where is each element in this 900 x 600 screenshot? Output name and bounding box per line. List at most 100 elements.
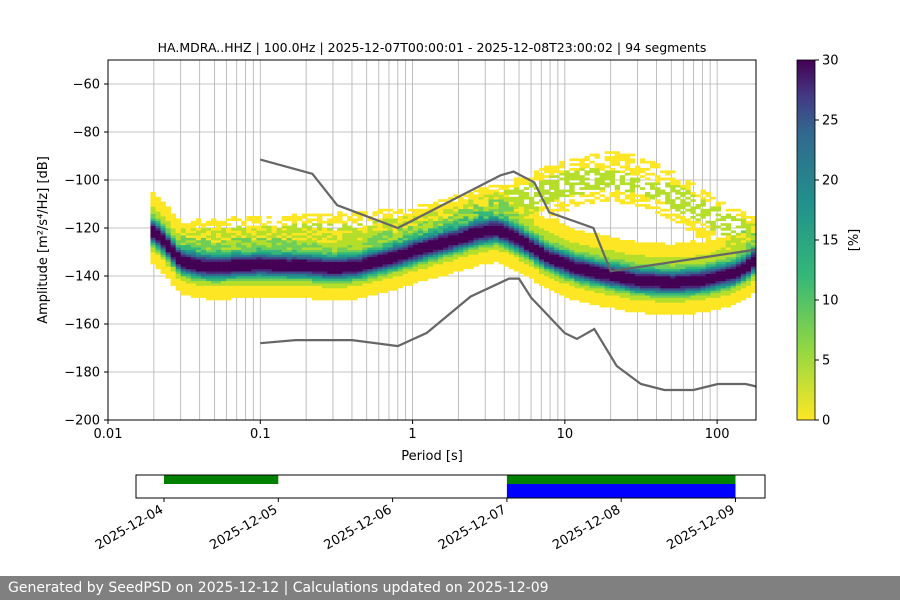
heatmap-cell [660, 285, 666, 289]
heatmap-cell [180, 280, 187, 284]
heatmap-cell [690, 309, 696, 313]
heatmap-cell [397, 285, 404, 289]
heatmap-cell [614, 163, 621, 166]
heatmap-cell [655, 280, 661, 284]
heatmap-cell [695, 220, 701, 224]
heatmap-cell [735, 297, 742, 301]
heatmap-cell [221, 280, 227, 284]
heatmap-cell [695, 304, 701, 308]
heatmap-cell [226, 232, 232, 236]
heatmap-cell [276, 252, 282, 255]
heatmap-cell [433, 247, 439, 250]
heatmap-cell [650, 297, 656, 301]
heatmap-cell [316, 276, 323, 279]
heatmap-cell [433, 232, 439, 236]
heatmap-cell [165, 273, 171, 277]
heatmap-cell [175, 252, 182, 255]
heatmap-cell [665, 288, 671, 291]
heatmap-cell [730, 266, 737, 270]
heatmap-cell [306, 285, 313, 289]
heatmap-cell [675, 302, 681, 306]
heatmap-cell [680, 247, 686, 250]
heatmap-cell [604, 249, 610, 253]
heatmap-cell [745, 276, 752, 279]
heatmap-cell [680, 256, 686, 260]
heatmap-cell [690, 208, 696, 212]
heatmap-cell [211, 264, 217, 267]
heatmap-cell [604, 165, 610, 169]
heatmap-cell [347, 249, 353, 253]
heatmap-cell [518, 237, 525, 241]
heatmap-cell [655, 295, 661, 298]
heatmap-cell [685, 295, 691, 298]
heatmap-cell [700, 199, 706, 202]
heatmap-cell [301, 288, 308, 291]
heatmap-cell [539, 283, 545, 286]
heatmap-cell [685, 280, 691, 284]
heatmap-cell [427, 220, 434, 224]
heatmap-cell [549, 213, 555, 217]
heatmap-cell [745, 285, 752, 289]
heatmap-cell [231, 256, 237, 260]
x-tick-label: 0.01 [94, 427, 123, 442]
heatmap-cell [322, 237, 328, 241]
heatmap-cell [564, 266, 570, 270]
heatmap-cell [544, 237, 550, 241]
heatmap-cell [624, 273, 631, 277]
heatmap-cell [488, 189, 494, 193]
heatmap-cell [655, 206, 661, 210]
heatmap-cell [604, 302, 610, 306]
heatmap-cell [665, 300, 671, 303]
heatmap-cell [352, 266, 358, 270]
heatmap-cell [256, 254, 262, 258]
heatmap-cell [518, 218, 525, 222]
heatmap-cell [397, 232, 404, 236]
heatmap-cell [180, 285, 187, 289]
heatmap-cell [332, 256, 338, 260]
heatmap-cell [594, 242, 600, 246]
heatmap-cell [377, 230, 383, 234]
heatmap-cell [705, 271, 711, 274]
heatmap-cell [604, 252, 610, 255]
heatmap-cell [453, 232, 459, 236]
heatmap-cell [720, 290, 727, 294]
heatmap-cell [710, 266, 716, 270]
heatmap-cell [397, 228, 404, 231]
heatmap-cell [619, 300, 626, 303]
heatmap-cell [306, 276, 313, 279]
heatmap-cell [438, 211, 444, 214]
heatmap-cell [251, 247, 257, 250]
heatmap-cell [680, 307, 686, 310]
heatmap-cell [594, 283, 600, 286]
heatmap-cell [705, 259, 711, 262]
heatmap-cell [165, 261, 171, 265]
heatmap-cell [574, 252, 580, 255]
heatmap-cell [725, 259, 732, 262]
heatmap-cell [544, 165, 550, 169]
heatmap-cell [276, 230, 282, 234]
heatmap-cell [443, 232, 449, 236]
colorbar-label: [%] [847, 229, 862, 252]
heatmap-cell [422, 268, 429, 272]
heatmap-cell [554, 268, 560, 272]
heatmap-cell [614, 285, 621, 289]
heatmap-cell [216, 297, 222, 301]
heatmap-cell [655, 261, 661, 265]
heatmap-cell [644, 300, 651, 303]
heatmap-cell [629, 304, 636, 308]
heatmap-cell [216, 266, 222, 270]
heatmap-cell [609, 175, 616, 178]
heatmap-cell [377, 247, 383, 250]
heatmap-cell [438, 254, 444, 258]
heatmap-cell [488, 204, 494, 207]
heatmap-cell [327, 273, 333, 277]
heatmap-cell [185, 247, 192, 250]
heatmap-cell [554, 240, 560, 243]
heatmap-cell [246, 283, 252, 286]
heatmap-cell [549, 220, 555, 224]
heatmap-cell [311, 295, 318, 298]
heatmap-cell [569, 182, 575, 186]
heatmap-cell [735, 237, 742, 241]
heatmap-cell [463, 201, 469, 205]
heatmap-cell [301, 237, 308, 241]
